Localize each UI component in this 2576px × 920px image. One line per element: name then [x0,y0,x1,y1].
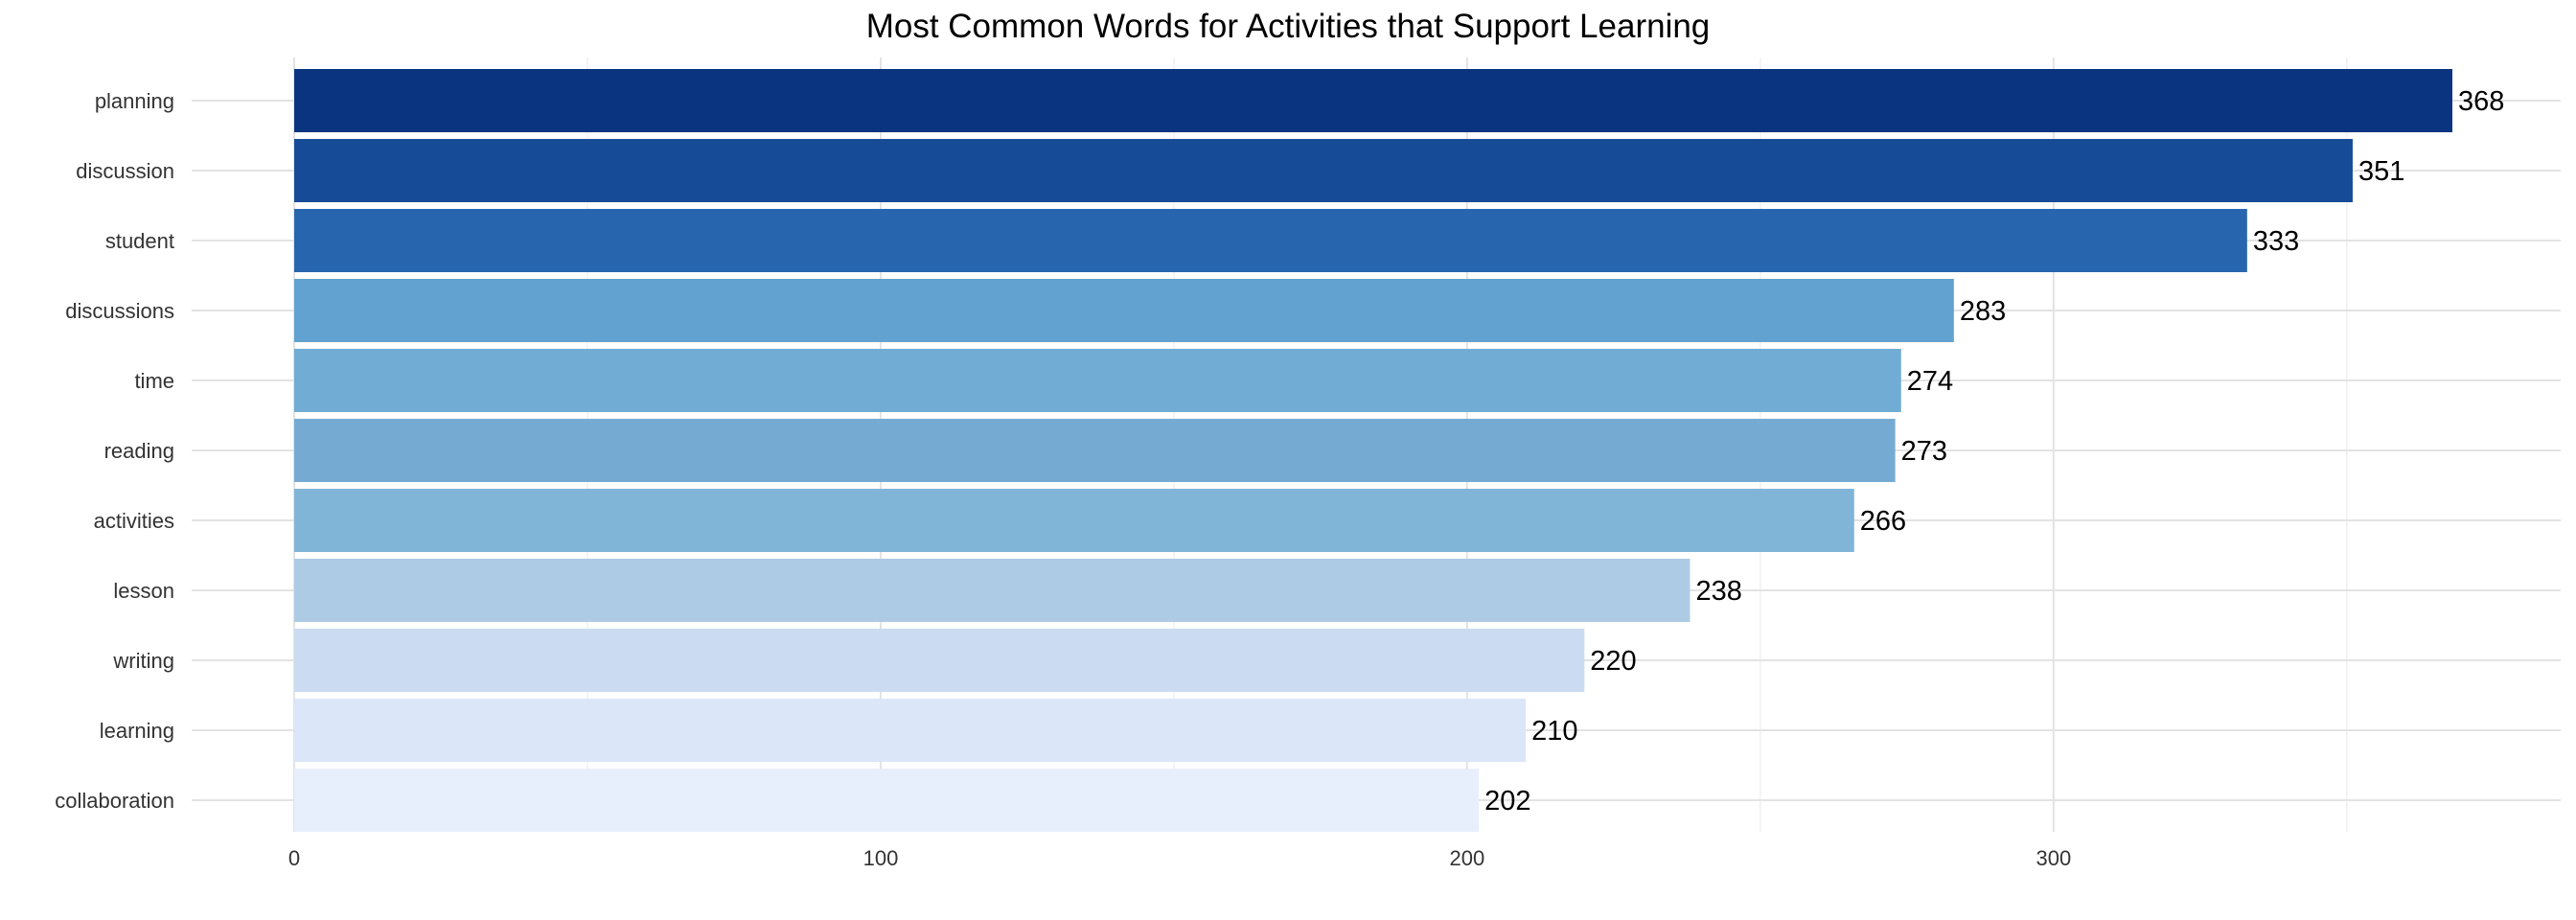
x-tick-label: 200 [1450,846,1485,870]
category-label-activities: activities [94,509,174,533]
value-label-writing: 220 [1590,646,1636,677]
value-label-time: 274 [1907,366,1953,397]
category-labels: planning discussion student discussions time… [55,89,174,813]
category-label-discussion: discussion [76,159,174,183]
chart-title: Most Common Words for Activities that Su… [865,8,1711,45]
value-label-student: 333 [2253,226,2299,257]
bar-lesson [294,559,1690,622]
bar-reading [294,419,1896,482]
category-label-writing: writing [112,649,174,673]
bar-student [294,209,2247,272]
bar-learning [294,699,1527,762]
value-label-collaboration: 202 [1484,786,1530,816]
value-label-activities: 266 [1860,506,1906,537]
x-tick-label: 300 [2036,846,2072,870]
category-label-student: student [105,229,174,253]
bar-writing [294,629,1585,692]
x-axis-tick-labels: 0 100 200 300 [288,846,2071,870]
bar-planning [294,69,2452,132]
category-label-learning: learning [100,719,174,743]
value-label-reading: 273 [1901,436,1947,467]
bar-discussion [294,139,2353,202]
value-label-lesson: 238 [1695,576,1741,607]
value-labels: 368 351 333 283 274 273 266 238 220 210 202 [1484,86,2504,816]
bar-discussions [294,279,1954,342]
bar-layer [294,69,2452,832]
x-tick-label: 100 [863,846,899,870]
category-label-lesson: lesson [113,579,174,603]
category-label-time: time [134,369,174,393]
category-label-planning: planning [95,89,174,113]
category-label-reading: reading [104,439,174,463]
category-label-collaboration: collaboration [55,789,174,813]
bar-time [294,349,1901,412]
value-label-discussions: 283 [1960,296,2006,327]
bar-activities [294,489,1854,552]
value-label-learning: 210 [1531,716,1577,747]
value-label-discussion: 351 [2358,156,2404,187]
category-label-discussions: discussions [65,299,174,323]
x-tick-label: 0 [288,846,300,870]
bar-collaboration [294,769,1480,832]
value-label-planning: 368 [2458,86,2504,117]
